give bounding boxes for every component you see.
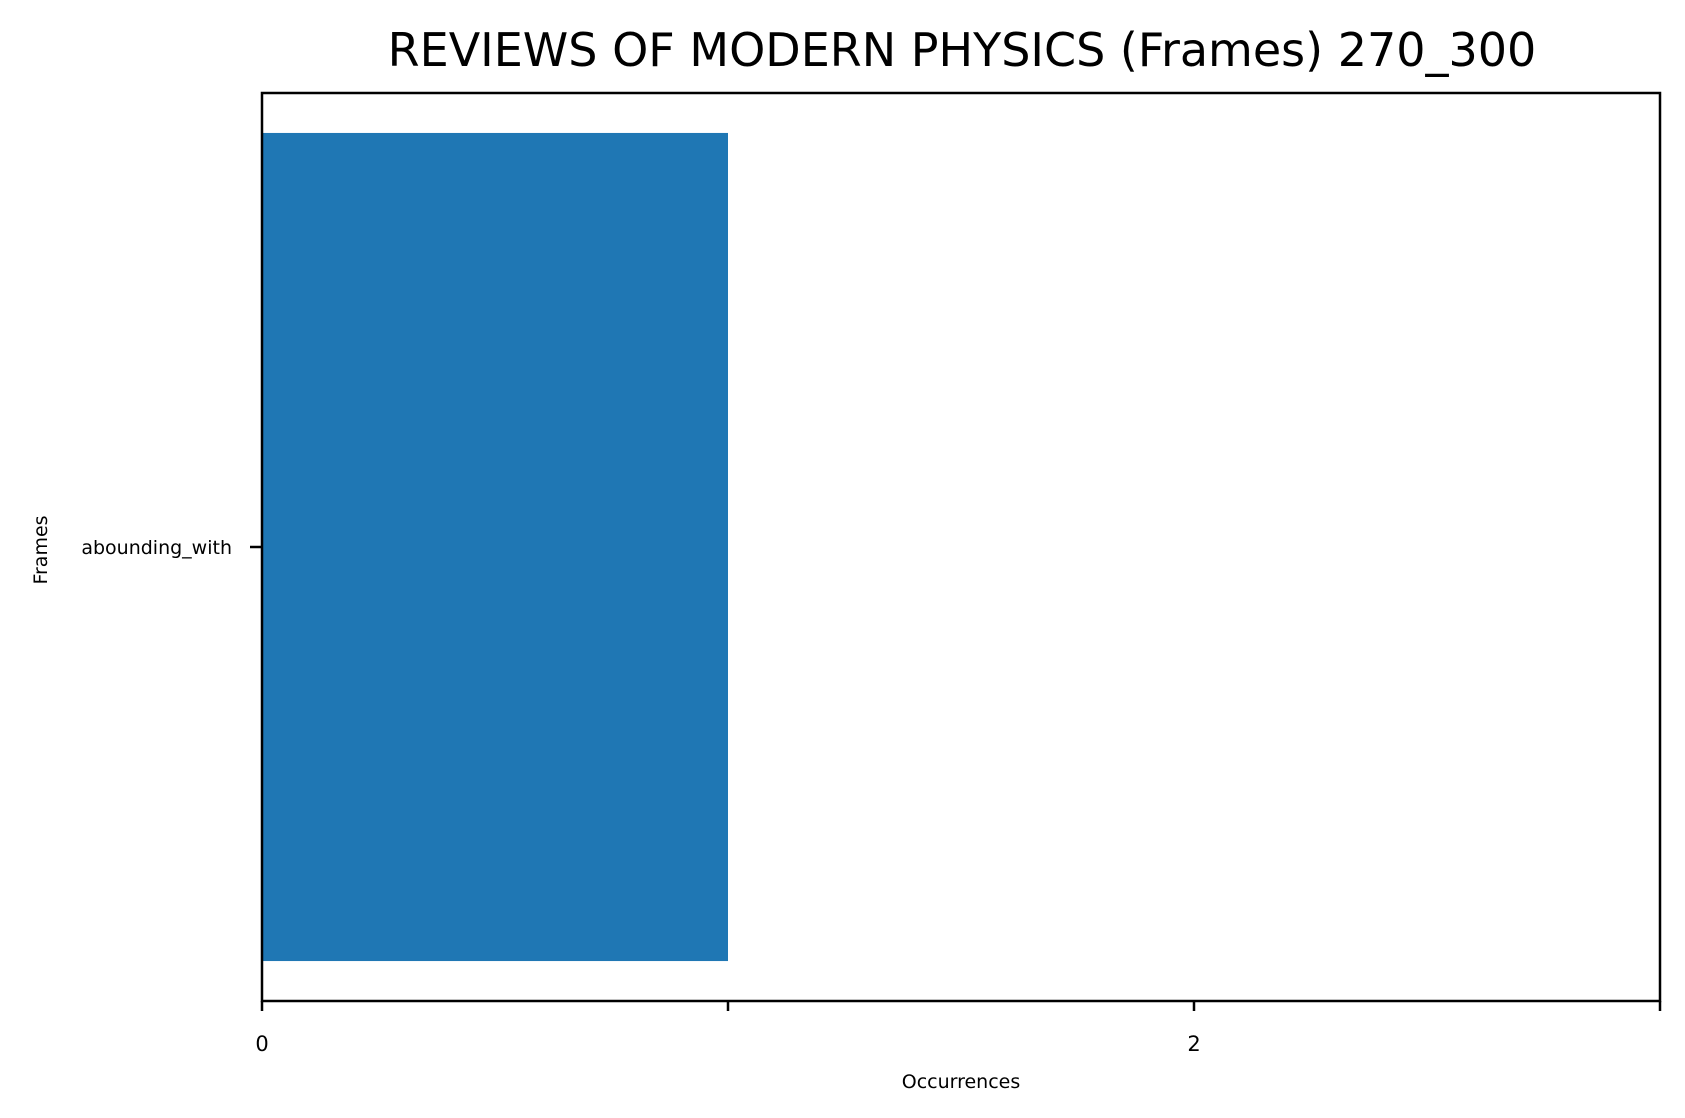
y-tick-label: abounding_with	[81, 537, 232, 559]
bars-group	[262, 132, 728, 962]
chart-title: REVIEWS OF MODERN PHYSICS (Frames) 270_3…	[388, 23, 1537, 77]
x-tick-label: 0	[255, 1032, 268, 1056]
y-axis-ticks: abounding_with	[81, 537, 262, 559]
bar-abounding_with	[262, 132, 728, 962]
y-axis-label: Frames	[30, 515, 52, 584]
x-tick-label: 2	[1187, 1032, 1200, 1056]
x-axis-label: Occurrences	[902, 1071, 1021, 1093]
